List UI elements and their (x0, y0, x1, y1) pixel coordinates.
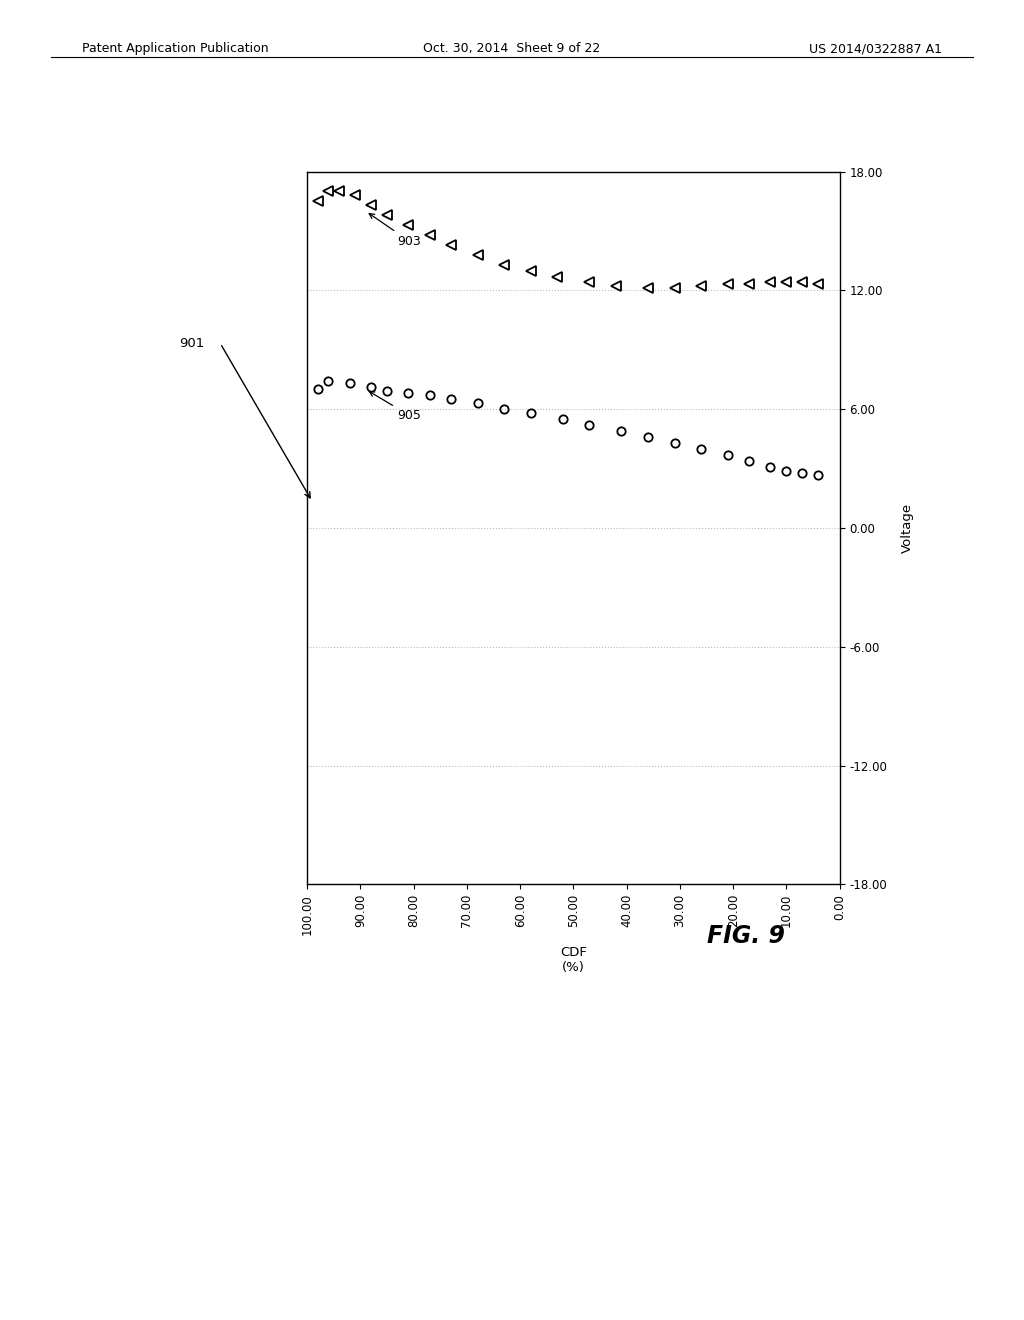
Text: 901: 901 (179, 337, 205, 350)
Text: US 2014/0322887 A1: US 2014/0322887 A1 (809, 42, 942, 55)
Y-axis label: Voltage: Voltage (901, 503, 914, 553)
X-axis label: CDF
(%): CDF (%) (560, 946, 587, 974)
Text: 905: 905 (370, 392, 422, 422)
Text: Patent Application Publication: Patent Application Publication (82, 42, 268, 55)
Text: FIG. 9: FIG. 9 (707, 924, 784, 948)
Text: Oct. 30, 2014  Sheet 9 of 22: Oct. 30, 2014 Sheet 9 of 22 (423, 42, 601, 55)
Text: 903: 903 (370, 214, 422, 248)
